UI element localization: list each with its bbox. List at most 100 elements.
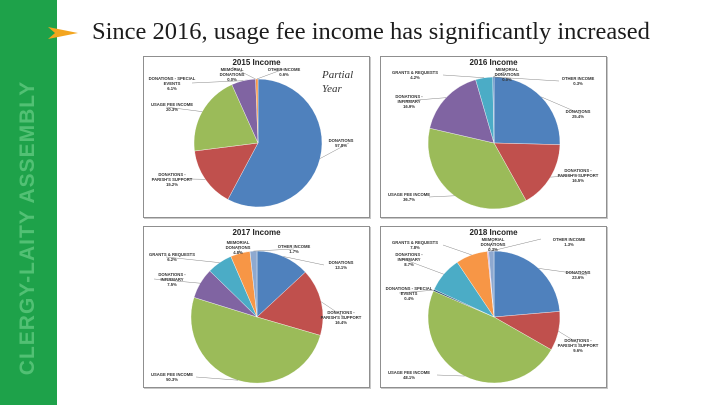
slice-label-line: 16.9% <box>403 103 415 109</box>
slice-label-line: DONATIONS <box>219 72 245 77</box>
leader-line <box>487 240 494 252</box>
pie-slice <box>493 250 560 318</box>
partial-year-note: Partial Year <box>322 68 353 96</box>
slice-label-line: 0.4% <box>404 295 414 301</box>
leader-line <box>404 97 447 102</box>
slice-label-line: 7.8% <box>410 245 420 250</box>
pie-chart-2017: 2017 Income DONATIONS 13.1% DONATIONS - PAR… <box>143 226 370 388</box>
pie-chart-2015: 2015 Income DONATIONS 57.8% DONATIONS - PAR… <box>143 56 370 218</box>
slice-label: USAGE FEE INCOME 20.3% <box>145 102 199 112</box>
leader-line <box>231 66 256 80</box>
slice-label-line: 16.4% <box>335 319 347 325</box>
slice-label-line: GRANTS & REQUESTS <box>391 240 439 245</box>
slice-label-line: 48.1% <box>403 375 415 380</box>
leader-line <box>442 244 472 256</box>
leader-line <box>538 268 588 276</box>
slice-label: MEMORIAL DONATIONS 0.0% <box>205 67 259 82</box>
slice-label: DONATIONS 25.4% <box>551 109 605 119</box>
slice-label-line: DONATIONS - <box>395 93 423 99</box>
slice-label: GRANTS & REQUESTS 6.2% <box>145 252 199 262</box>
slice-label: MEMORIAL DONATIONS 0.0% <box>480 67 534 82</box>
pie-chart-2016: 2016 Income DONATIONS 25.4% DONATIONS - PAR… <box>380 56 607 218</box>
pie-slice <box>256 271 324 336</box>
slice-label-line: 4.2% <box>410 75 420 80</box>
slice-label-line: 6.2% <box>167 257 177 262</box>
leader-line <box>402 258 444 275</box>
chart-title: 2015 Income <box>232 58 281 67</box>
leader-line <box>195 376 239 381</box>
leader-line <box>165 256 220 263</box>
leader-line <box>165 106 203 112</box>
leader-line <box>153 278 201 284</box>
slice-label-line: 25.4% <box>572 114 584 119</box>
slice-label: DONATIONS 23.6% <box>551 270 605 280</box>
slice-label: MEMORIAL DONATIONS 4.8% <box>211 240 265 255</box>
slice-label-line: 0.6% <box>279 72 289 77</box>
leader-line <box>436 374 465 377</box>
slice-label-line: MEMORIAL <box>226 239 250 245</box>
slice-label: DONATIONS - SPECIAL EVENTS 6.1% <box>145 76 199 91</box>
partial-note-line: Year <box>322 83 342 95</box>
sidebar-band: CLERGY-LAITY ASSEMBLY <box>0 0 57 405</box>
slice-label-line: 23.6% <box>572 275 584 280</box>
pie-chart-2018: 2018 Income DONATIONS 23.6% DONATIONS - PAR… <box>380 226 607 388</box>
slice-label-line: INFIRMARY <box>397 256 421 262</box>
slice-label-line: DONATIONS - SPECIAL <box>385 285 433 291</box>
slice-label: OTHER INCOME 0.3% <box>551 76 605 86</box>
slice-label-line: DONATIONS <box>565 109 591 114</box>
slice-label-line: 0.0% <box>227 77 237 82</box>
slice-label: DONATIONS - PARISH'S SUPPORT 15.2% <box>145 172 199 187</box>
slice-label-line: 0.3% <box>573 81 583 86</box>
slice-label-line: EVENTS <box>163 80 181 86</box>
slice-label: GRANTS & REQUESTS 7.8% <box>388 240 442 250</box>
slice-label-line: GRANTS & REQUESTS <box>148 252 196 257</box>
slice-label-line: USAGE FEE INCOME <box>387 370 431 375</box>
leader-line <box>442 74 485 78</box>
slice-label-line: 0.3% <box>488 247 498 252</box>
slice-label: USAGE FEE INCOME 48.1% <box>382 370 436 380</box>
leader-line <box>398 289 434 294</box>
slice-label: DONATIONS 13.1% <box>314 260 368 270</box>
leader-line <box>558 331 582 346</box>
slice-label-line: 50.3% <box>166 377 178 382</box>
slice-label-line: 16.5% <box>572 177 584 183</box>
slice-label-line: DONATIONS <box>225 244 251 250</box>
leader-line <box>256 68 285 80</box>
slice-label-line: DONATIONS <box>480 242 506 247</box>
slice-label-line: DONATIONS <box>565 270 591 275</box>
slice-label: OTHER INCOME 1.3% <box>542 237 596 247</box>
slice-label-line: OTHER INCOME <box>561 76 595 81</box>
slice-label: USAGE FEE INCOME 50.3% <box>145 372 199 382</box>
sidebar-vertical-text: CLERGY-LAITY ASSEMBLY <box>16 80 39 376</box>
slice-label-line: 4.8% <box>233 249 243 255</box>
title-arrow-icon <box>48 27 78 39</box>
slice-label-line: INFIRMARY <box>160 276 184 282</box>
slice-label: MEMORIAL DONATIONS 0.3% <box>466 237 520 252</box>
slice-label-line: DONATIONS - SPECIAL <box>148 75 196 81</box>
slice-label-line: GRANTS & REQUESTS <box>391 70 439 75</box>
slice-label-line: 57.8% <box>335 143 347 148</box>
leader-line <box>491 238 542 252</box>
pie-svg <box>153 246 345 384</box>
pie-svg <box>404 70 582 210</box>
pie-svg <box>165 66 350 208</box>
slice-label: DONATIONS - PARISH'S SUPPORT 9.6% <box>551 338 605 353</box>
slice-label-line: PARISH'S SUPPORT <box>320 314 362 320</box>
leader-line <box>550 174 580 178</box>
slice-label: DONATIONS - INFIRMARY 7.5% <box>145 272 199 287</box>
pie-slice <box>493 142 561 201</box>
slice-label: OTHER INCOME 1.7% <box>267 244 321 254</box>
slice-label-line: 7.5% <box>167 281 177 287</box>
slice-label: DONATIONS - INFIRMARY 8.7% <box>382 252 436 267</box>
pie-slice <box>488 250 495 318</box>
leader-line <box>253 248 295 252</box>
slice-label: OTHER INCOME 0.6% <box>257 67 311 77</box>
slice-label: DONATIONS 57.8% <box>314 138 368 148</box>
slice-label-line: MEMORIAL <box>220 67 244 72</box>
slice-label-line: PARISH'S SUPPORT <box>151 176 193 182</box>
slice-label: DONATIONS - SPECIAL EVENTS 0.4% <box>382 286 436 301</box>
slice-label-line: 6.1% <box>167 85 177 91</box>
leader-line <box>237 246 241 254</box>
slice-label-line: DONATIONS <box>328 260 354 265</box>
slice-label-line: DONATIONS <box>328 138 354 143</box>
